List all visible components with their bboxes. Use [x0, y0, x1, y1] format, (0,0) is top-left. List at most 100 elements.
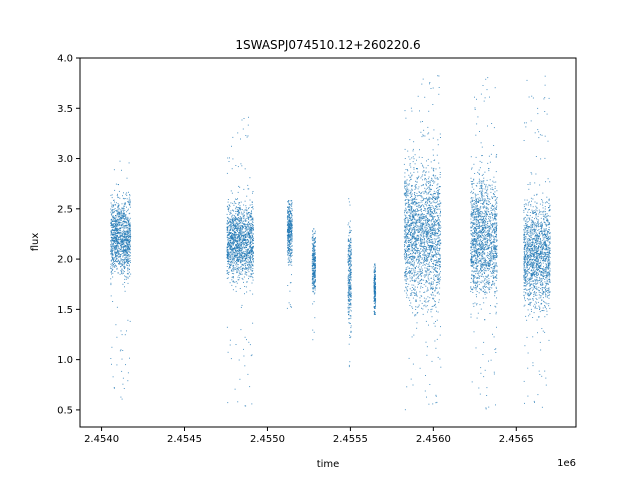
- scatter-point: [120, 243, 122, 245]
- scatter-point: [405, 252, 406, 253]
- scatter-point: [231, 245, 233, 247]
- scatter-point: [250, 259, 251, 261]
- scatter-point: [123, 242, 124, 244]
- scatter-point: [226, 248, 228, 250]
- scatter-point: [432, 197, 434, 199]
- scatter-point: [408, 297, 410, 299]
- scatter-point: [427, 200, 428, 202]
- scatter-point: [287, 211, 289, 212]
- scatter-point: [404, 172, 406, 174]
- scatter-point: [238, 251, 239, 253]
- scatter-point: [375, 302, 376, 304]
- scatter-point: [117, 241, 118, 243]
- scatter-point: [231, 225, 233, 227]
- scatter-point: [418, 194, 420, 196]
- scatter-point: [239, 233, 241, 235]
- scatter-point: [245, 249, 247, 251]
- scatter-point: [116, 194, 118, 196]
- scatter-point: [129, 260, 131, 262]
- scatter-point: [349, 287, 350, 289]
- scatter-point: [125, 246, 127, 248]
- scatter-point: [245, 205, 247, 207]
- scatter-point: [425, 230, 427, 232]
- scatter-point: [116, 240, 118, 242]
- scatter-point: [230, 190, 232, 192]
- scatter-point: [419, 251, 421, 253]
- scatter-point: [230, 235, 232, 237]
- scatter-point: [374, 295, 376, 297]
- scatter-point: [246, 211, 248, 213]
- scatter-point: [349, 289, 351, 291]
- scatter-point: [374, 289, 376, 291]
- scatter-point: [429, 265, 431, 267]
- scatter-point: [229, 339, 231, 341]
- scatter-point: [348, 252, 350, 254]
- scatter-point: [252, 247, 254, 248]
- scatter-point: [374, 278, 376, 280]
- scatter-point: [409, 280, 411, 282]
- scatter-point: [227, 239, 229, 241]
- scatter-point: [348, 260, 350, 262]
- scatter-point: [247, 232, 249, 234]
- scatter-point: [432, 283, 434, 285]
- scatter-point: [238, 256, 240, 258]
- scatter-point: [290, 246, 291, 248]
- scatter-point: [424, 208, 425, 210]
- scatter-point: [374, 307, 376, 309]
- scatter-point: [112, 216, 114, 218]
- scatter-point: [129, 222, 131, 224]
- scatter-point: [250, 226, 252, 228]
- scatter-point: [127, 252, 128, 254]
- scatter-point: [119, 216, 121, 218]
- scatter-point: [117, 228, 119, 230]
- scatter-point: [243, 217, 245, 219]
- scatter-point: [124, 235, 126, 237]
- scatter-point: [232, 249, 234, 251]
- scatter-point: [128, 240, 130, 242]
- scatter-point: [245, 237, 246, 238]
- scatter-point: [241, 260, 243, 262]
- scatter-point: [231, 226, 233, 228]
- scatter-point: [110, 266, 112, 268]
- scatter-point: [119, 254, 121, 255]
- scatter-point: [419, 297, 421, 299]
- scatter-point: [111, 251, 112, 253]
- scatter-point: [288, 236, 290, 238]
- scatter-point: [313, 248, 314, 250]
- scatter-point: [235, 227, 236, 229]
- scatter-point: [123, 249, 125, 251]
- scatter-point: [236, 237, 238, 239]
- scatter-point: [123, 222, 125, 224]
- scatter-point: [290, 259, 292, 261]
- scatter-point: [227, 199, 229, 200]
- scatter-point: [313, 252, 315, 254]
- scatter-point: [229, 265, 231, 266]
- scatter-point: [116, 219, 118, 221]
- scatter-point: [416, 236, 418, 238]
- scatter-point: [410, 234, 412, 235]
- scatter-point: [431, 202, 433, 204]
- scatter-point: [417, 235, 419, 237]
- scatter-point: [430, 193, 432, 195]
- scatter-point: [404, 290, 406, 292]
- scatter-point: [313, 288, 315, 290]
- scatter-point: [128, 256, 130, 258]
- scatter-point: [118, 242, 120, 244]
- scatter-point: [129, 195, 131, 197]
- scatter-point: [129, 258, 131, 259]
- scatter-point: [418, 228, 420, 230]
- scatter-point: [122, 223, 124, 225]
- scatter-point: [314, 273, 316, 275]
- scatter-point: [240, 236, 242, 238]
- scatter-point: [110, 250, 112, 252]
- scatter-point: [118, 184, 119, 186]
- scatter-point: [231, 269, 233, 271]
- scatter-point: [433, 279, 435, 280]
- scatter-point: [237, 245, 239, 247]
- scatter-point: [226, 251, 228, 253]
- scatter-point: [111, 232, 113, 234]
- scatter-point: [111, 194, 113, 196]
- scatter-point: [407, 219, 409, 221]
- scatter-point: [232, 223, 234, 225]
- scatter-point: [312, 251, 314, 253]
